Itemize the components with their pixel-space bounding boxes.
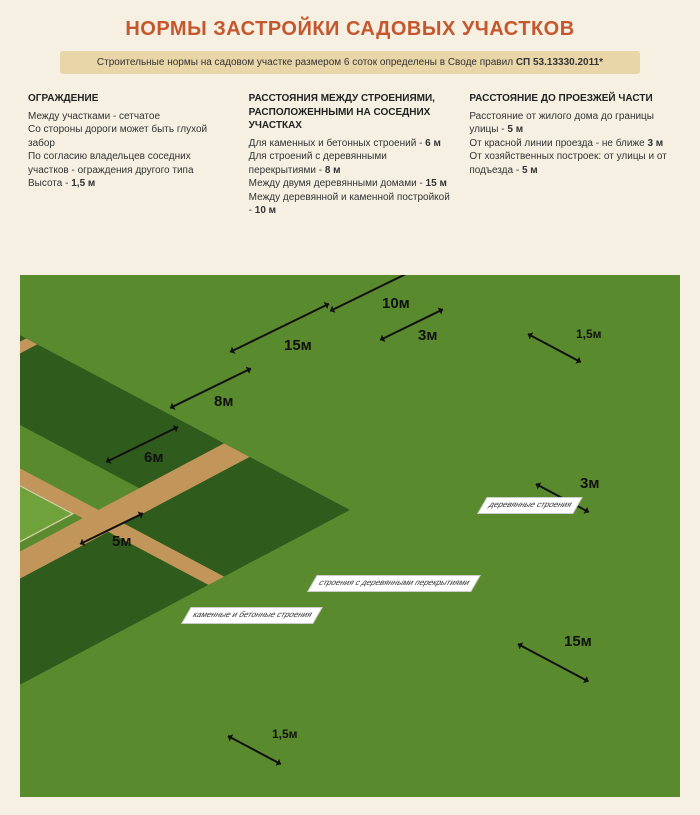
iso-scene: 10м3м15м1,5м8м6м3м5м15м1,5мдеревянные ст… — [20, 275, 680, 797]
col-fence-heading: ОГРАЖДЕНИЕ — [28, 92, 231, 106]
ground-plane — [20, 275, 680, 797]
page-title: НОРМЫ ЗАСТРОЙКИ САДОВЫХ УЧАСТКОВ — [0, 0, 700, 51]
building-dist: Для каменных и бетонных строений - 6 м — [249, 137, 452, 151]
info-columns: ОГРАЖДЕНИЕ Между участками - сетчатое Со… — [0, 92, 700, 232]
building-dist: Для строений с деревянными перекрытиями … — [249, 150, 452, 177]
col-road: РАССТОЯНИЕ ДО ПРОЕЗЖЕЙ ЧАСТИ Расстояние … — [469, 92, 672, 218]
subtitle-bar: Строительные нормы на садовом участке ра… — [60, 51, 640, 74]
fence-line: По согласию владельцев соседних участков… — [28, 150, 231, 177]
fence-line: Со стороны дороги может быть глухой забо… — [28, 123, 231, 150]
col-fence: ОГРАЖДЕНИЕ Между участками - сетчатое Со… — [28, 92, 231, 218]
road-dist: Расстояние от жилого дома до границы ули… — [469, 110, 672, 137]
col-buildings-heading: РАССТОЯНИЯ МЕЖДУ СТРОЕНИЯМИ, РАСПОЛОЖЕНН… — [249, 92, 452, 133]
col-buildings: РАССТОЯНИЯ МЕЖДУ СТРОЕНИЯМИ, РАСПОЛОЖЕНН… — [249, 92, 452, 218]
fence-line: Между участками - сетчатое — [28, 110, 231, 124]
building-dist: Между двумя деревянными домами - 15 м — [249, 177, 452, 191]
road-dist: От красной линии проезда - не ближе 3 м — [469, 137, 672, 151]
subtitle-bold: СП 53.13330.2011* — [516, 57, 603, 68]
road-dist: От хозяйственных построек: от улицы и от… — [469, 150, 672, 177]
building-dist: Между деревянной и каменной постройкой -… — [249, 191, 452, 218]
fence-height: Высота - 1,5 м — [28, 177, 231, 191]
callout-label: каменные и бетонные строения — [181, 607, 323, 624]
col-road-heading: РАССТОЯНИЕ ДО ПРОЕЗЖЕЙ ЧАСТИ — [469, 92, 672, 106]
subtitle-prefix: Строительные нормы на садовом участке ра… — [97, 57, 516, 68]
callout-label: строения с деревянными перекрытиями — [307, 575, 480, 592]
callout-label: деревянные строения — [477, 497, 583, 514]
